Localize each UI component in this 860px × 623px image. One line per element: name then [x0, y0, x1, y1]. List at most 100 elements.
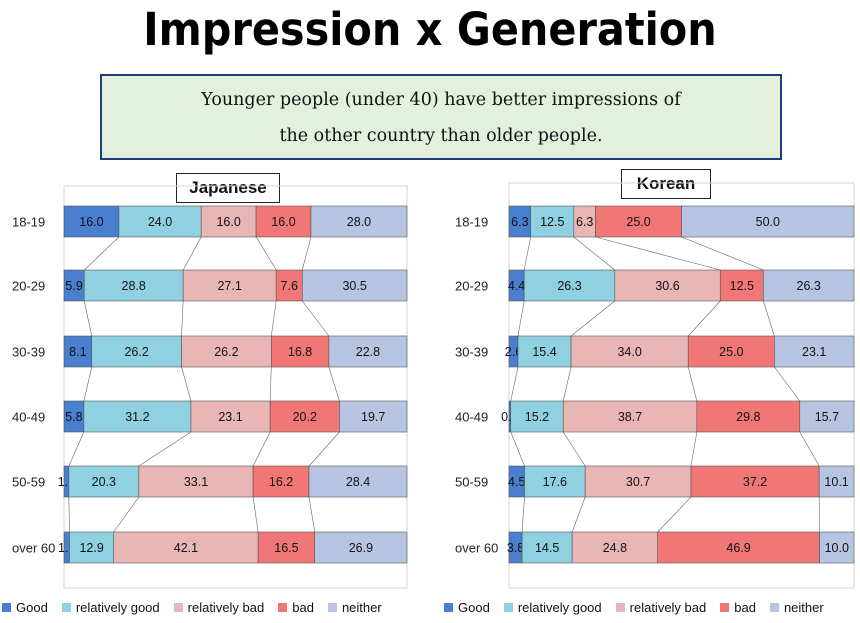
kr-data-label-4-3: 37.2 — [743, 475, 767, 489]
kr-bar-0-1 — [530, 205, 575, 238]
kr-connector-0-1 — [523, 236, 532, 271]
kr-data-label-2-1: 15.4 — [532, 345, 556, 359]
kr-data-label-1-1: 26.3 — [557, 279, 581, 293]
kr-category-label-0: 18-19 — [455, 215, 488, 230]
kr-connector-3-2 — [562, 431, 586, 467]
kr-data-label-3-4: 15.7 — [815, 410, 839, 424]
jp-legend-swatch-0 — [2, 602, 11, 612]
summary-line-2: the other country than older people. — [279, 126, 603, 146]
kr-connector-2-4 — [774, 366, 801, 402]
kr-connector-4-1 — [521, 496, 525, 533]
jp-data-label-1-0: 5.9 — [65, 279, 82, 293]
kr-data-label-4-4: 10.1 — [824, 475, 848, 489]
jp-connector-0-3 — [255, 236, 277, 271]
jp-bar-2-4 — [328, 335, 408, 368]
kr-legend-swatch-3 — [720, 602, 730, 612]
jp-bar-0-4 — [310, 205, 408, 238]
kr-legend-swatch-4 — [769, 602, 779, 612]
jp-bar-1-4 — [301, 269, 408, 302]
kr-legend-label-0: Good — [458, 599, 490, 615]
jp-data-label-5-1: 12.9 — [79, 541, 103, 555]
kr-connector-2-2 — [562, 366, 572, 402]
kr-plot-frame — [508, 182, 855, 589]
kr-connector-3-4 — [799, 431, 820, 467]
jp-data-label-3-2: 23.1 — [218, 410, 242, 424]
jp-data-label-2-4: 22.8 — [356, 345, 380, 359]
kr-data-label-5-1: 14.5 — [535, 541, 559, 555]
jp-legend-label-4: neither — [341, 599, 382, 615]
jp-bar-0-0 — [63, 205, 120, 238]
kr-data-label-3-3: 29.8 — [736, 410, 760, 424]
kr-category-label-2: 30-39 — [455, 345, 488, 360]
kr-bar-0-3 — [595, 205, 682, 238]
kr-category-label-5: over 60 — [455, 541, 498, 556]
kr-data-label-5-3: 46.9 — [726, 541, 750, 555]
kr-connector-3-1 — [510, 431, 525, 467]
jp-data-label-1-1: 28.8 — [122, 279, 146, 293]
kr-bar-4-2 — [584, 465, 692, 498]
kr-bar-4-3 — [690, 465, 820, 498]
jp-connector-2-1 — [83, 366, 93, 402]
jp-bar-4-2 — [138, 465, 254, 498]
jp-data-label-2-2: 26.2 — [214, 345, 238, 359]
jp-legend-swatch-1 — [61, 602, 71, 612]
kr-bar-1-1 — [523, 269, 616, 302]
kr-connector-0-4 — [681, 236, 764, 271]
jp-bar-3-4 — [339, 400, 408, 433]
jp-connector-2-3 — [269, 366, 272, 402]
kr-legend-swatch-2 — [615, 602, 625, 612]
jp-legend-item-0: Good — [2, 600, 48, 615]
japanese-legend: Good relatively good relatively bad bad neit… — [2, 598, 396, 616]
jp-legend-swatch-2 — [173, 602, 183, 612]
kr-connector-0-2 — [573, 236, 615, 271]
kr-data-label-5-0: 3.8 — [507, 541, 524, 555]
kr-category-label-1: 20-29 — [455, 279, 488, 294]
kr-category-label-3: 40-49 — [455, 410, 488, 425]
kr-connector-4-2 — [571, 496, 586, 533]
japanese-chart-title: Japanese — [176, 173, 280, 203]
kr-data-label-1-3: 12.5 — [730, 279, 754, 293]
kr-legend-swatch-0 — [444, 602, 453, 612]
kr-bar-5-1 — [521, 531, 573, 564]
jp-connector-3-1 — [68, 431, 85, 467]
jp-data-label-0-0: 16.0 — [79, 215, 103, 229]
jp-connector-4-2 — [113, 496, 140, 533]
jp-connector-3-2 — [138, 431, 192, 467]
jp-legend-label-0: Good — [16, 599, 48, 615]
jp-category-label-4: 50-59 — [12, 475, 45, 490]
jp-connector-0-1 — [84, 236, 120, 271]
jp-bar-0-3 — [255, 205, 312, 238]
kr-legend-label-2: relatively bad — [629, 599, 707, 615]
kr-data-label-4-1: 17.6 — [543, 475, 567, 489]
jp-bar-3-2 — [190, 400, 271, 433]
kr-data-label-1-2: 30.6 — [655, 279, 679, 293]
kr-bar-3-2 — [562, 400, 698, 433]
jp-data-label-5-3: 16.5 — [274, 541, 298, 555]
jp-legend-item-2: relatively bad — [173, 600, 264, 615]
kr-connector-4-3 — [657, 496, 692, 533]
jp-legend-swatch-3 — [278, 602, 288, 612]
jp-legend-label-1: relatively good — [75, 599, 160, 615]
kr-bar-4-1 — [524, 465, 586, 498]
kr-legend-item-2: relatively bad — [615, 599, 707, 615]
kr-connector-2-1 — [510, 366, 519, 402]
jp-bar-4-3 — [252, 465, 310, 498]
jp-data-label-1-2: 27.1 — [217, 279, 241, 293]
kr-data-label-5-4: 10.0 — [825, 541, 849, 555]
jp-connector-0-2 — [182, 236, 202, 271]
jp-connector-3-4 — [308, 431, 340, 467]
kr-data-label-1-0: 4.4 — [508, 279, 525, 293]
jp-category-label-0: 18-19 — [12, 215, 45, 230]
kr-legend-item-4: neither — [769, 600, 824, 615]
kr-legend-label-3: bad — [734, 599, 756, 615]
kr-category-label-4: 50-59 — [455, 475, 488, 490]
jp-bar-4-4 — [308, 465, 408, 498]
kr-bar-0-4 — [681, 205, 855, 238]
jp-bar-1-3 — [275, 269, 303, 302]
jp-category-label-1: 20-29 — [12, 279, 45, 294]
jp-category-label-2: 30-39 — [12, 345, 45, 360]
kr-legend-swatch-1 — [503, 602, 513, 612]
jp-data-label-2-3: 16.8 — [288, 345, 312, 359]
jp-data-label-3-0: 5.8 — [65, 410, 82, 424]
